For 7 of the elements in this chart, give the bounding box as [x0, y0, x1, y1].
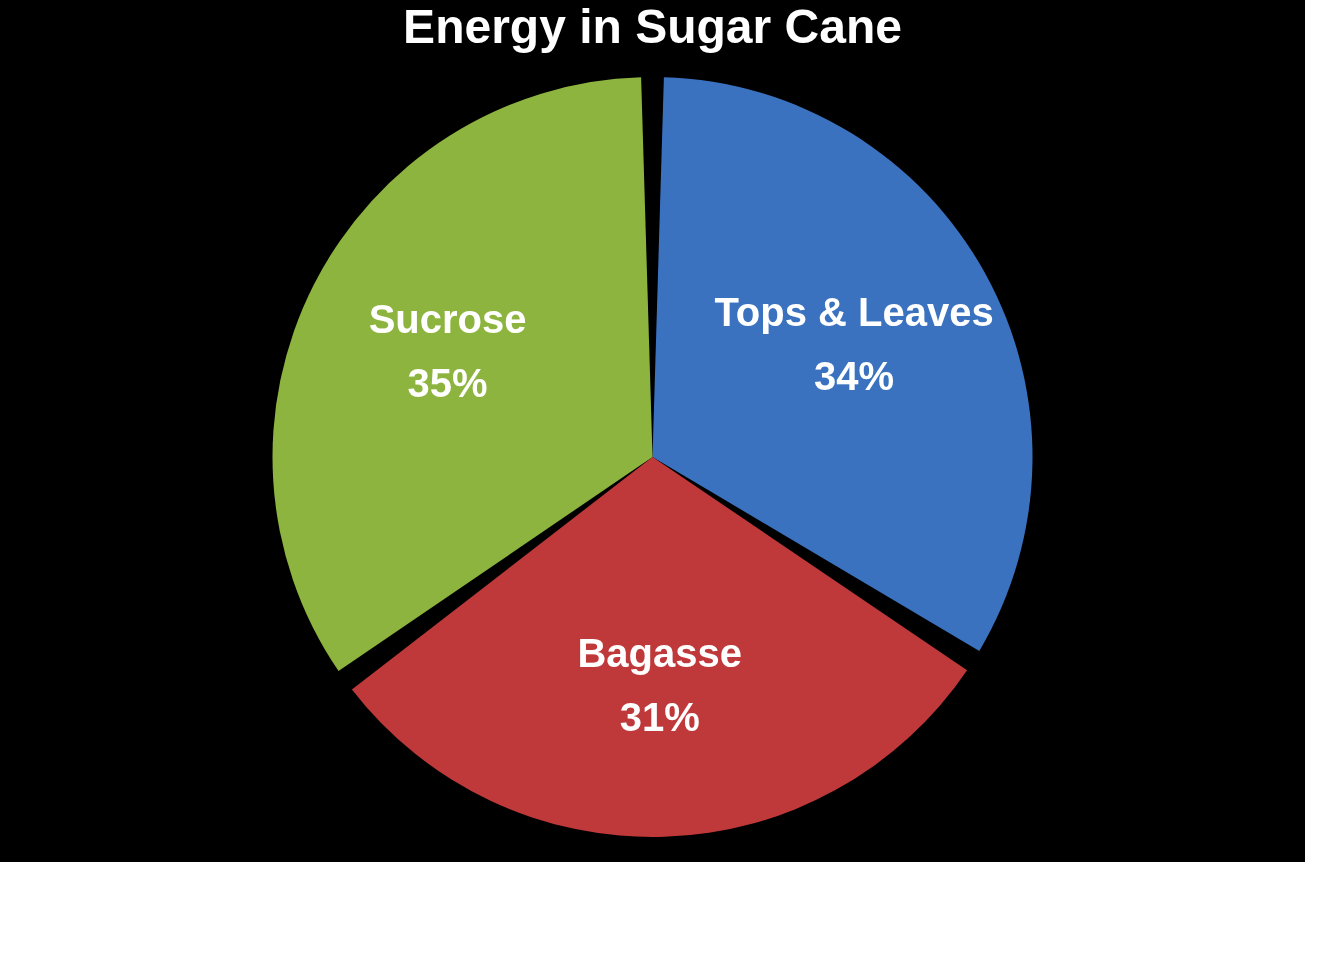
chart-title: Energy in Sugar Cane — [403, 0, 902, 53]
data-label: 35% — [407, 360, 488, 405]
slice-label: Tops & Leaves — [714, 290, 994, 335]
slice-label: Bagasse — [577, 630, 743, 675]
data-label: 34% — [814, 354, 895, 399]
data-label: 31% — [619, 694, 700, 739]
slice-label: Sucrose — [368, 296, 527, 341]
